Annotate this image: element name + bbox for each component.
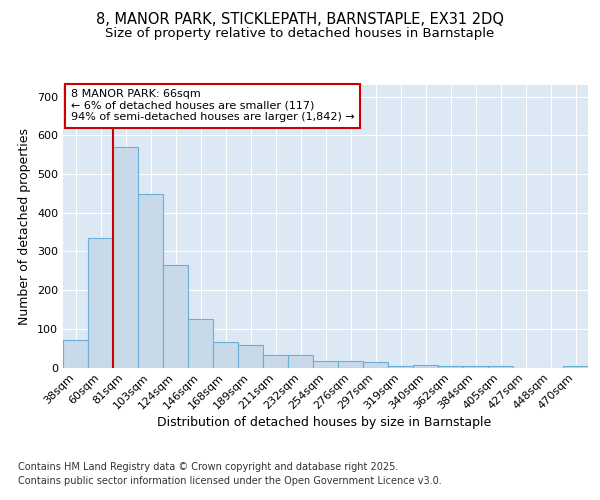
Text: Distribution of detached houses by size in Barnstaple: Distribution of detached houses by size … [157,416,491,429]
Text: 8, MANOR PARK, STICKLEPATH, BARNSTAPLE, EX31 2DQ: 8, MANOR PARK, STICKLEPATH, BARNSTAPLE, … [96,12,504,28]
Text: Contains public sector information licensed under the Open Government Licence v3: Contains public sector information licen… [18,476,442,486]
Bar [88,238,113,368]
Bar [263,355,288,368]
Text: Size of property relative to detached houses in Barnstaple: Size of property relative to detached ho… [106,28,494,40]
Bar [213,342,238,367]
Bar [563,366,588,368]
Y-axis label: Number of detached properties: Number of detached properties [19,128,31,325]
Bar [288,355,313,368]
Bar [388,366,413,368]
Bar [413,365,438,368]
Bar [488,366,513,368]
Bar [113,147,138,368]
Bar [238,345,263,368]
Bar [363,362,388,368]
Bar [438,366,463,368]
Text: Contains HM Land Registry data © Crown copyright and database right 2025.: Contains HM Land Registry data © Crown c… [18,462,398,472]
Bar [313,361,338,368]
Bar [338,361,363,368]
Bar [63,340,88,367]
Bar [463,366,488,368]
Bar [188,319,213,368]
Bar [138,194,163,368]
Bar [163,265,188,368]
Text: 8 MANOR PARK: 66sqm
← 6% of detached houses are smaller (117)
94% of semi-detach: 8 MANOR PARK: 66sqm ← 6% of detached hou… [71,89,355,122]
